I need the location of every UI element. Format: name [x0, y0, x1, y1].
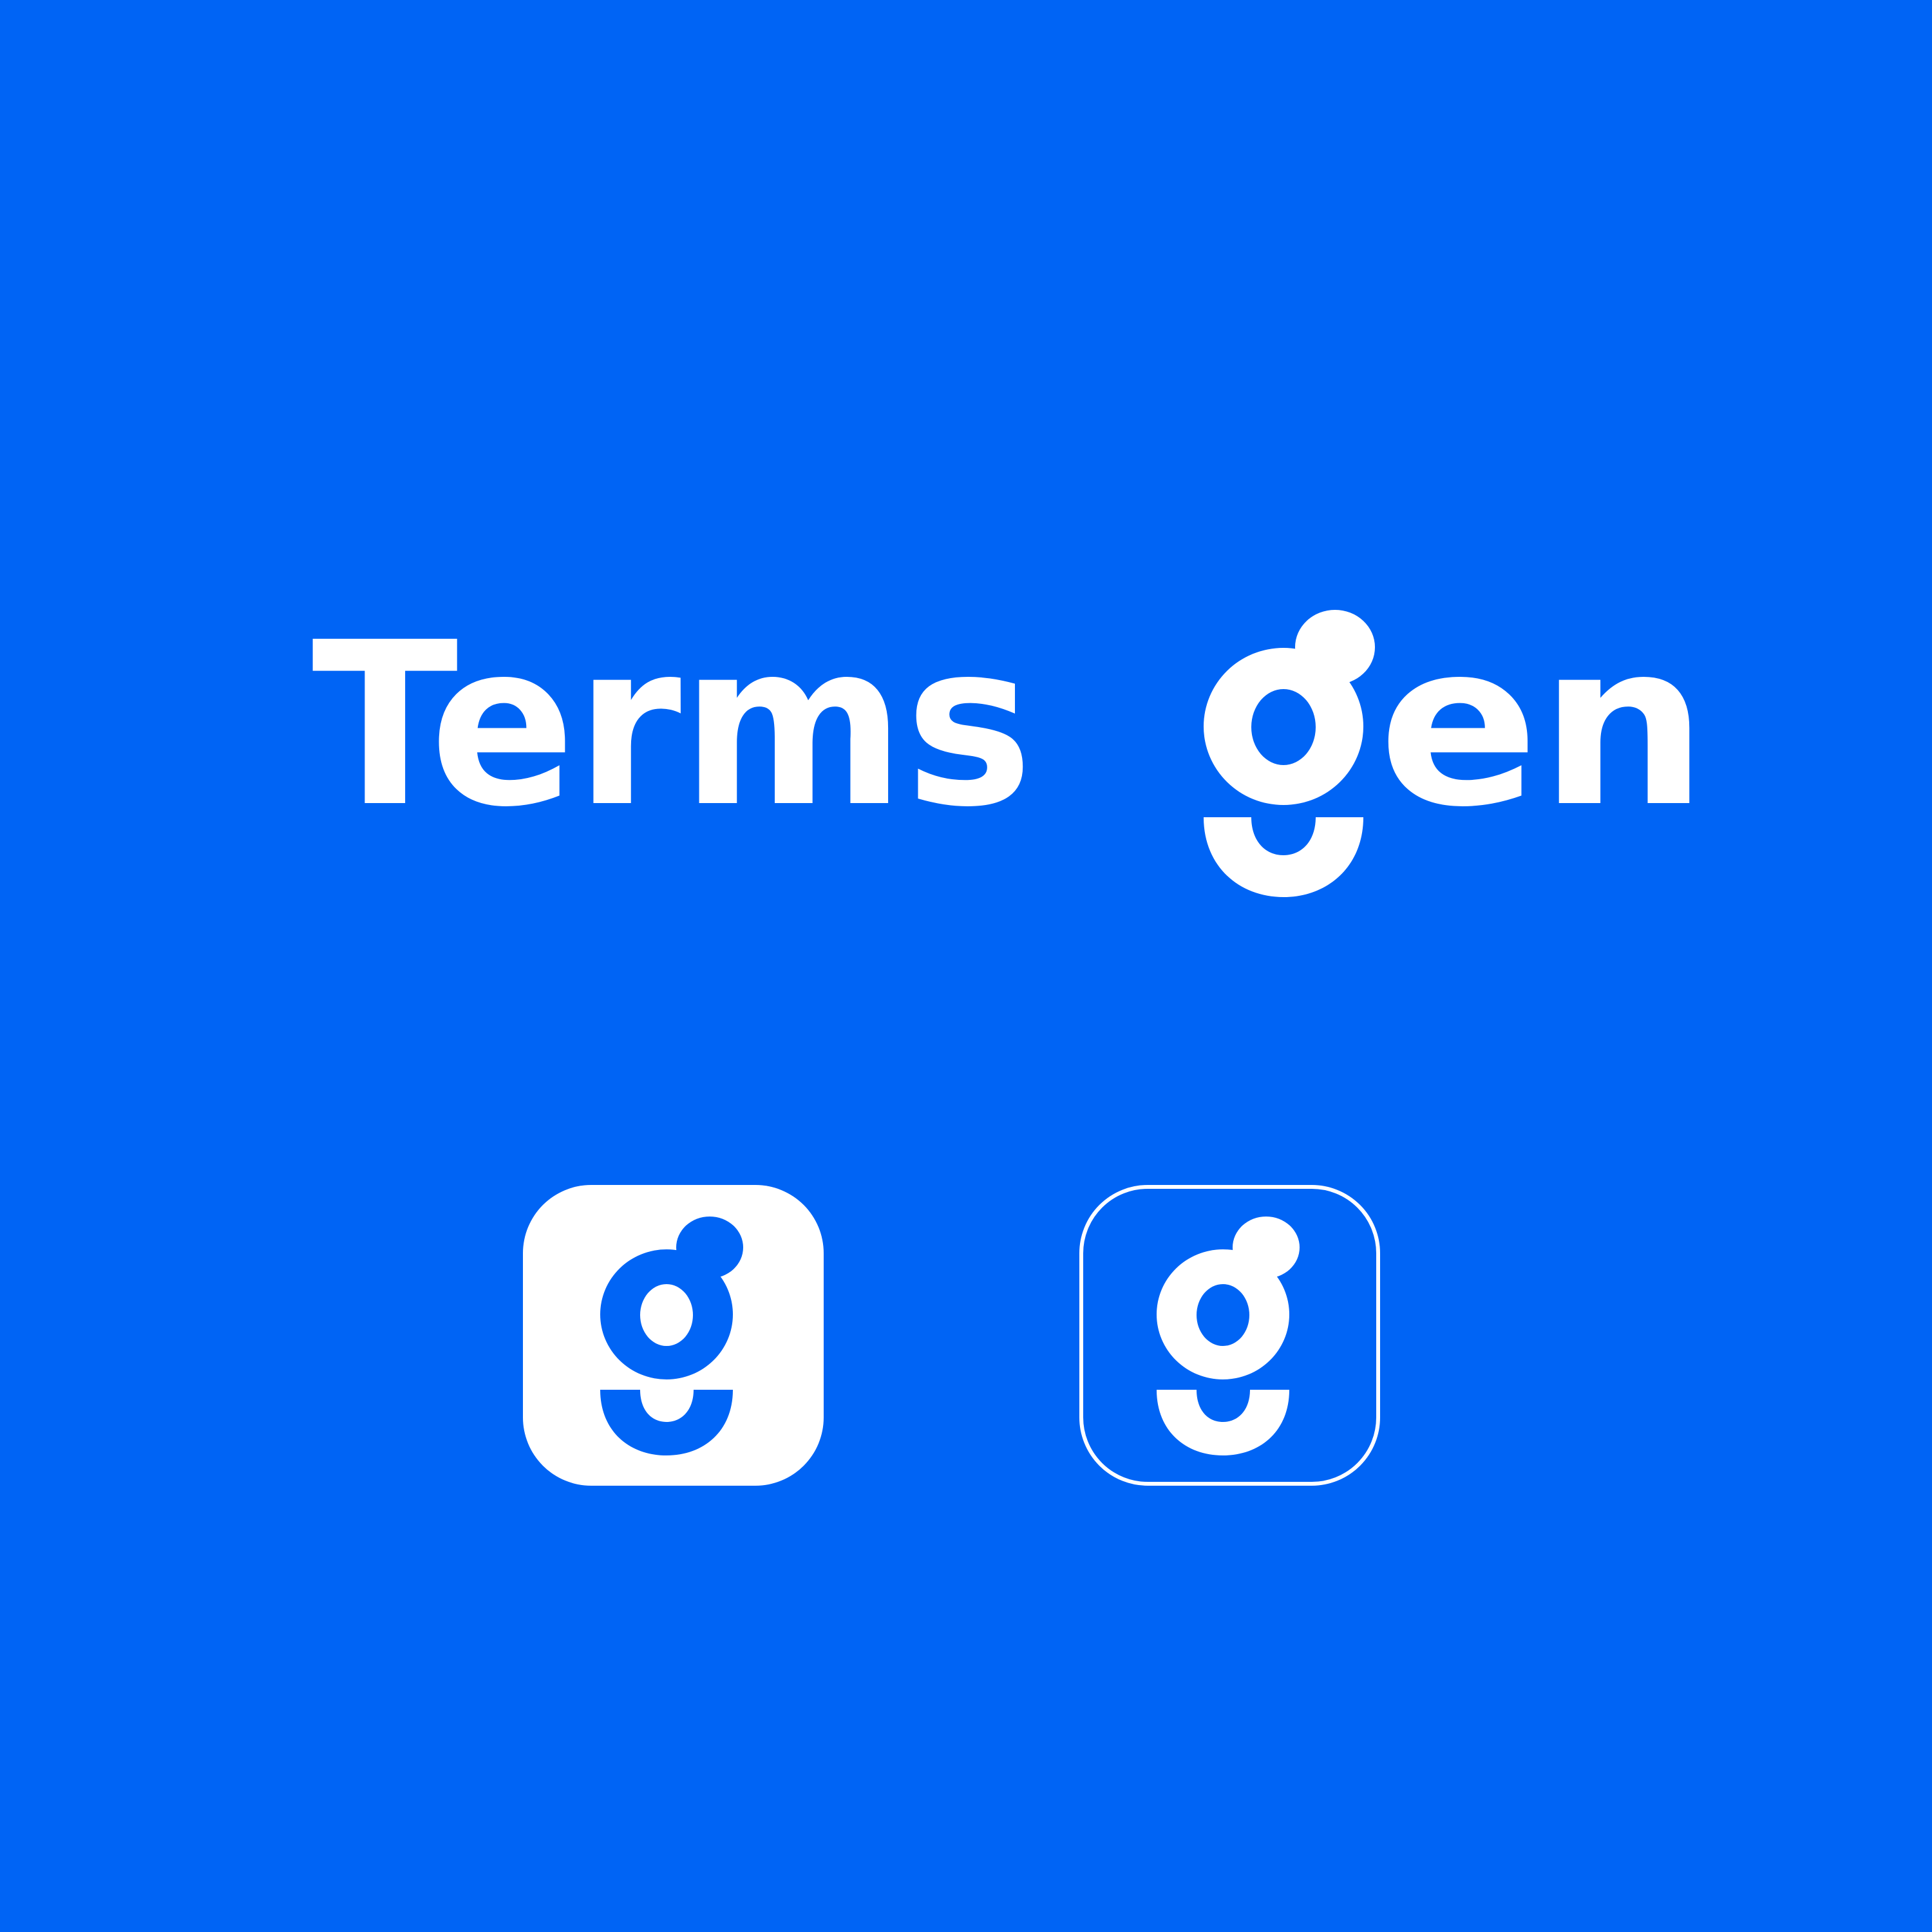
wordmark-terms-text: Terms — [312, 594, 1033, 857]
filled-app-icon — [523, 1185, 824, 1486]
wordmark-en-text: en — [1378, 594, 1708, 857]
g-monogram-icon — [523, 1185, 824, 1486]
g-monogram-icon — [1083, 1189, 1376, 1482]
outline-app-icon — [1079, 1185, 1380, 1486]
